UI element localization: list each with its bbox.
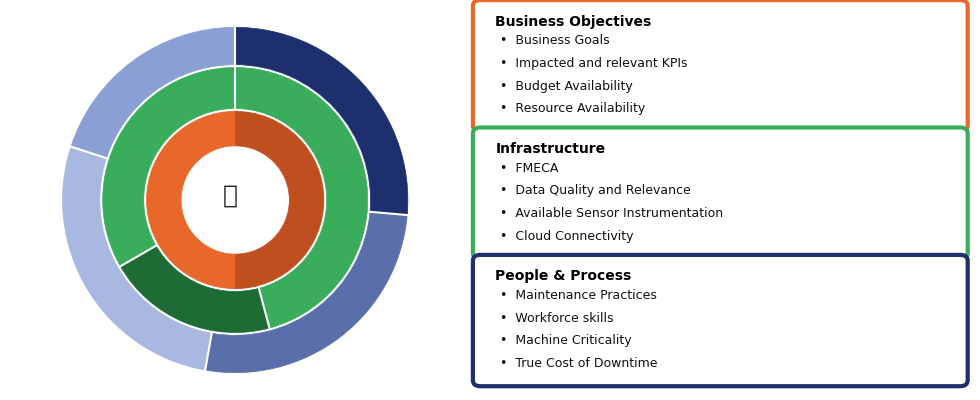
Wedge shape [103,68,235,266]
Wedge shape [205,212,408,373]
Wedge shape [63,147,212,370]
Wedge shape [235,27,408,215]
Wedge shape [71,27,235,158]
Text: •  Cloud Connectivity: • Cloud Connectivity [501,230,634,243]
Text: •  Workforce skills: • Workforce skills [501,312,613,325]
Wedge shape [121,246,270,332]
Wedge shape [235,68,368,328]
Text: •  True Cost of Downtime: • True Cost of Downtime [501,357,658,370]
Text: 📋: 📋 [223,183,238,207]
Text: •  Impacted and relevant KPIs: • Impacted and relevant KPIs [501,57,688,70]
Text: •  Available Sensor Instrumentation: • Available Sensor Instrumentation [501,207,723,220]
FancyBboxPatch shape [473,0,967,132]
Text: •  FMECA: • FMECA [501,162,559,174]
Text: •  Resource Availability: • Resource Availability [501,102,646,115]
Wedge shape [235,111,323,289]
Text: •  Data Quality and Relevance: • Data Quality and Relevance [501,184,691,197]
Text: People & Process: People & Process [495,269,632,283]
Text: •  Machine Criticality: • Machine Criticality [501,334,632,348]
Text: Infrastructure: Infrastructure [495,142,606,156]
FancyBboxPatch shape [473,255,967,386]
Circle shape [186,152,284,248]
Text: •  Business Goals: • Business Goals [501,34,610,47]
Text: •  Maintenance Practices: • Maintenance Practices [501,289,658,302]
FancyBboxPatch shape [473,128,967,259]
Text: •  Budget Availability: • Budget Availability [501,80,633,93]
Wedge shape [147,111,235,289]
Text: Business Objectives: Business Objectives [495,14,652,28]
